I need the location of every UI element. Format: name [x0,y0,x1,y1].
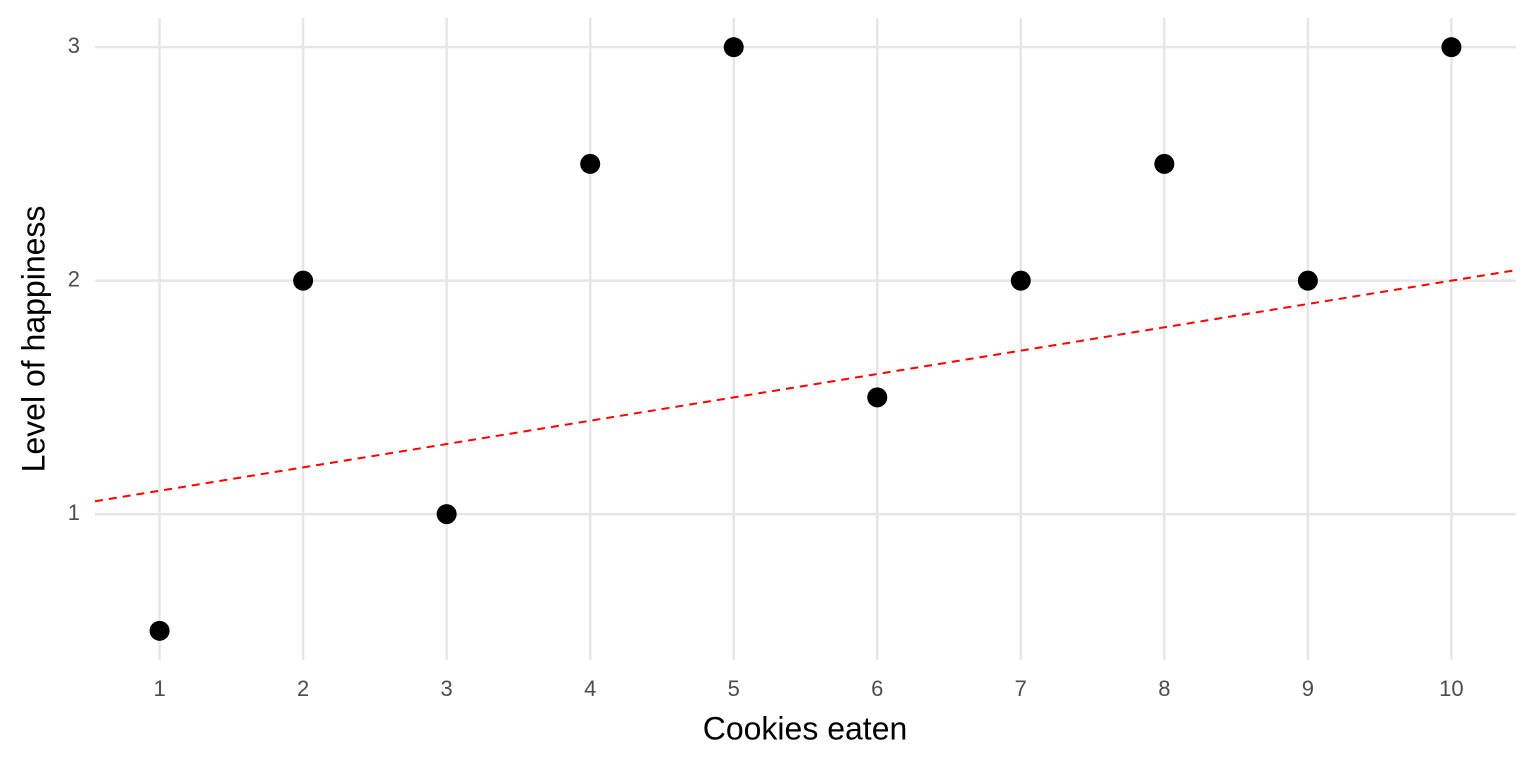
y-tick-label: 3 [68,33,80,58]
point [149,620,170,641]
x-tick-label: 2 [297,676,309,701]
point [1297,270,1318,291]
y-tick-label: 1 [68,500,80,525]
x-tick-label: 7 [1015,676,1027,701]
point [1154,153,1175,174]
x-tick-label: 10 [1439,676,1463,701]
y-axis-title: Level of happiness [15,206,51,473]
point [293,270,314,291]
x-tick-label: 5 [728,676,740,701]
x-tick-label: 9 [1302,676,1314,701]
y-tick-label: 2 [68,266,80,291]
x-tick-label: 6 [871,676,883,701]
trend-line [94,269,1517,503]
x-tick-label: 3 [441,676,453,701]
point [867,387,888,408]
x-tick-label: 4 [584,676,596,701]
x-axis-title: Cookies eaten [703,710,908,746]
point [723,37,744,58]
point [436,504,457,525]
point [1010,270,1031,291]
x-tick-label: 8 [1158,676,1170,701]
x-tick-label: 1 [153,676,165,701]
point [580,153,601,174]
point [1441,37,1462,58]
